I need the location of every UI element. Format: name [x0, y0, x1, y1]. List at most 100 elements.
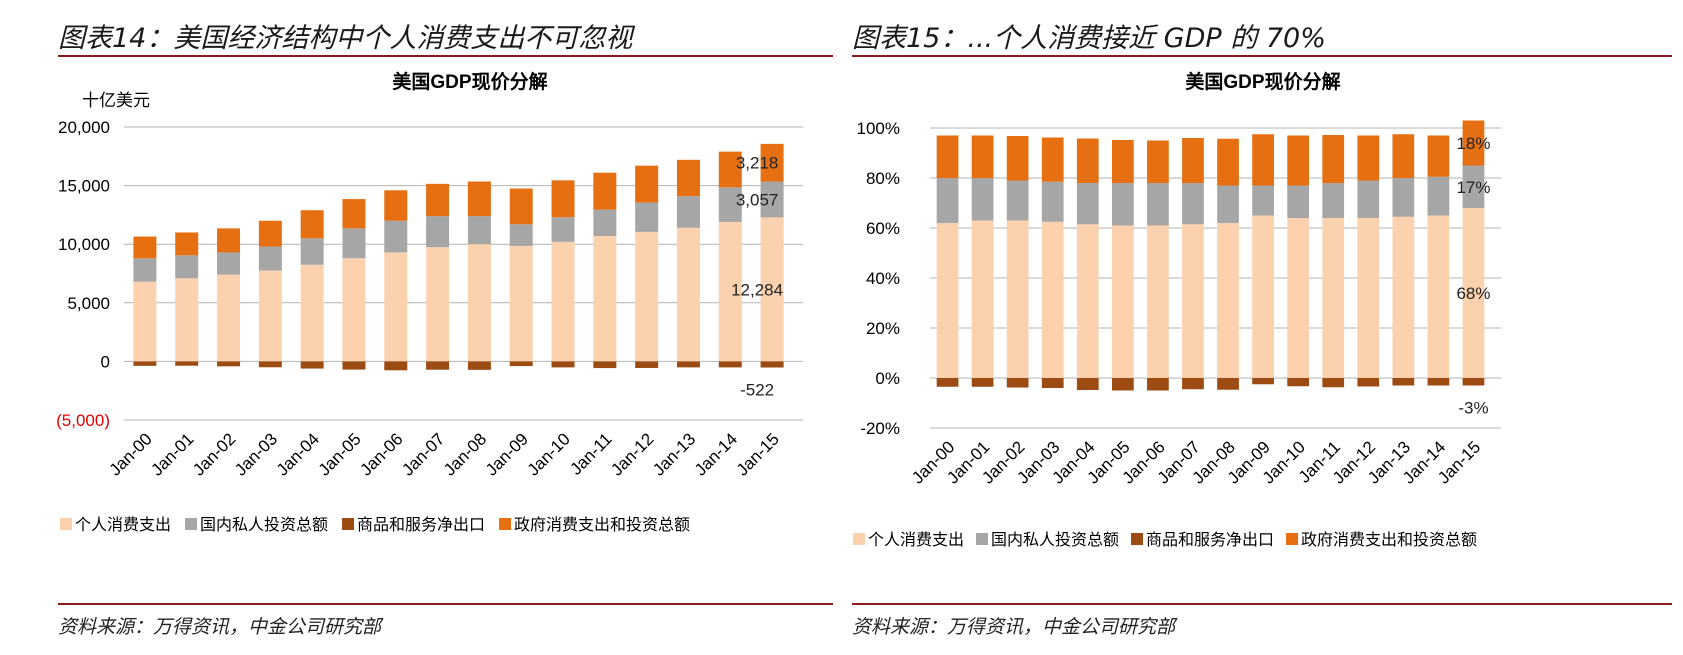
bar-government — [1076, 138, 1099, 183]
x-tick-label: Jan-14 — [691, 429, 741, 479]
bar-investment — [593, 209, 617, 236]
bar-government — [1392, 134, 1415, 178]
bar-investment — [718, 187, 742, 222]
bar-consumption — [635, 231, 659, 362]
bar-government — [1322, 135, 1345, 183]
right-chart: 美国GDP现价分解100%80%60%40%20%0%-20%Jan-00Jan… — [853, 70, 1501, 549]
data-label-net_exports: -3% — [1458, 399, 1488, 418]
bar-consumption — [760, 217, 784, 362]
bar-consumption — [1252, 215, 1274, 378]
bar-investment — [342, 228, 366, 259]
x-tick-label: Jan-09 — [482, 429, 532, 479]
y-tick-label: 60% — [866, 219, 900, 238]
y-tick-label: 20,000 — [58, 118, 110, 137]
bar-investment — [1111, 183, 1134, 226]
left-bottom-rule — [58, 603, 833, 605]
legend-swatch-net_exports — [342, 518, 355, 530]
bar-consumption — [1182, 224, 1204, 378]
x-tick-label: Jan-05 — [315, 429, 365, 479]
bar-investment — [760, 181, 784, 218]
bar-net_exports — [1287, 378, 1310, 387]
bar-investment — [384, 220, 408, 253]
y-tick-label: 0 — [101, 352, 110, 371]
y-tick-label: 80% — [866, 169, 900, 188]
bar-consumption — [175, 278, 199, 362]
bar-consumption — [1147, 225, 1169, 378]
data-label-net_exports: -522 — [740, 381, 774, 400]
legend-swatch-investment — [976, 533, 989, 545]
legend-label-consumption: 个人消费支出 — [75, 515, 171, 534]
bar-consumption — [258, 270, 282, 362]
bar-investment — [1076, 183, 1099, 225]
x-tick-label: Jan-04 — [273, 429, 323, 479]
bar-consumption — [300, 264, 324, 362]
bar-net_exports — [426, 361, 450, 370]
bar-consumption — [1357, 218, 1380, 378]
bar-net_exports — [1357, 378, 1380, 387]
bar-government — [718, 151, 742, 188]
x-tick-label: Jan-03 — [231, 429, 281, 479]
bar-consumption — [551, 241, 575, 362]
bar-government — [1252, 134, 1274, 186]
bar-government — [133, 236, 157, 259]
right-source-note: 资料来源：万得资讯，中金公司研究部 — [852, 616, 1176, 638]
bar-consumption — [1217, 223, 1239, 378]
bar-consumption — [1041, 221, 1064, 378]
left-panel: 图表14：美国经济结构中个人消费支出不可忽视 美国GDP现价分解 十亿美元 20,0… — [56, 23, 833, 638]
y-tick-label: 5,000 — [67, 294, 110, 313]
bar-net_exports — [1076, 378, 1099, 390]
legend-label-government: 政府消费支出和投资总额 — [514, 515, 690, 534]
bar-net_exports — [1462, 378, 1485, 386]
bar-net_exports — [718, 361, 742, 368]
bar-investment — [467, 216, 491, 245]
legend-label-net_exports: 商品和服务净出口 — [357, 515, 485, 534]
data-label-consumption: 12,284 — [731, 280, 783, 299]
bar-investment — [300, 238, 324, 265]
y-tick-label: 15,000 — [58, 177, 110, 196]
bar-government — [635, 165, 659, 203]
bar-consumption — [1462, 208, 1485, 378]
x-tick-label: Jan-11 — [566, 429, 615, 478]
bar-consumption — [718, 221, 742, 362]
bar-net_exports — [258, 361, 282, 368]
legend-swatch-investment — [185, 518, 198, 530]
data-label-consumption: 68% — [1456, 284, 1490, 303]
bar-government — [1006, 136, 1029, 181]
bar-investment — [1287, 185, 1310, 218]
bar-investment — [258, 246, 282, 271]
bar-consumption — [1392, 216, 1415, 378]
bar-government — [1427, 135, 1450, 177]
bar-consumption — [1006, 220, 1029, 378]
x-tick-label: Jan-07 — [398, 429, 448, 479]
bar-consumption — [342, 258, 366, 362]
right-panel: 图表15：...个人消费接近 GDP 的 70% 美国GDP现价分解 100% 80… — [845, 0, 1683, 655]
bar-consumption — [971, 220, 994, 378]
data-label-government: 3,218 — [736, 154, 779, 173]
x-tick-label: Jan-08 — [440, 429, 490, 479]
bar-consumption — [467, 244, 491, 362]
y-tick-label: 100% — [857, 119, 900, 138]
legend-label-investment: 国内私人投资总额 — [991, 530, 1119, 549]
bar-investment — [1462, 165, 1485, 208]
legend-swatch-government — [499, 518, 512, 530]
bar-investment — [1147, 183, 1169, 226]
bar-investment — [1357, 180, 1380, 218]
bar-investment — [971, 178, 994, 221]
bar-government — [551, 180, 575, 218]
bar-net_exports — [1252, 378, 1274, 385]
bar-net_exports — [467, 361, 491, 370]
bar-net_exports — [1111, 378, 1134, 391]
legend-label-investment: 国内私人投资总额 — [200, 515, 328, 534]
legend-swatch-government — [1286, 533, 1299, 545]
bar-net_exports — [1217, 378, 1239, 390]
chart-title: 美国GDP现价分解 — [392, 70, 547, 93]
bar-net_exports — [971, 378, 994, 387]
legend-swatch-consumption — [853, 533, 865, 545]
left-figure-title: 图表14：美国经济结构中个人消费支出不可忽视 — [58, 23, 633, 54]
bar-consumption — [1322, 218, 1345, 378]
bar-government — [342, 199, 366, 229]
bar-consumption — [1287, 218, 1310, 378]
bar-government — [467, 181, 491, 217]
bar-consumption — [1076, 224, 1099, 378]
